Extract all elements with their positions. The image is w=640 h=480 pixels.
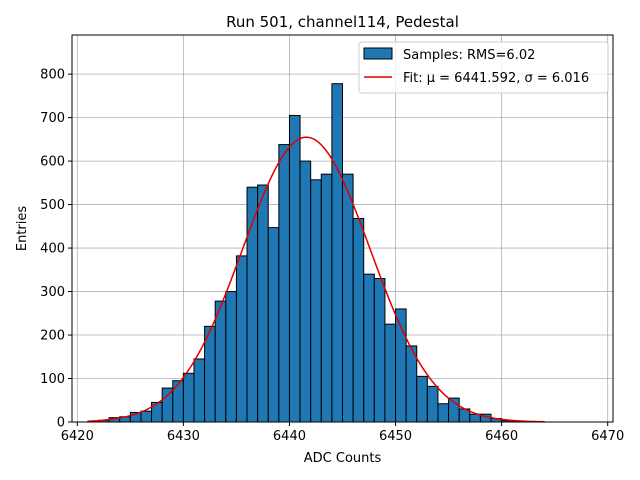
histogram-bar (161, 387, 174, 423)
y-tick-label: 300 (40, 285, 65, 300)
legend-box (358, 41, 609, 94)
legend-entry-fit: Fit: μ = 6441.592, σ = 6.016 (403, 71, 589, 86)
x-tick-label: 6470 (591, 429, 624, 444)
histogram-bar (310, 179, 322, 423)
x-axis-ticks: 6420 6430 6440 6450 6460 6470 (61, 422, 624, 444)
histogram-bar (214, 300, 227, 423)
x-tick-label: 6460 (485, 429, 518, 444)
legend-entry-histogram: Samples: RMS=6.02 (403, 48, 535, 63)
y-axis-label: Entries (15, 206, 30, 252)
y-tick-label: 600 (40, 155, 65, 170)
histogram-bar (299, 160, 312, 423)
histogram-bar (426, 385, 439, 423)
x-tick-label: 6450 (379, 429, 412, 444)
histogram-bar (193, 358, 206, 423)
plot-frame (71, 34, 614, 423)
histogram-bar (352, 217, 365, 423)
x-axis-label: ADC Counts (304, 451, 382, 466)
histogram-bar (257, 184, 269, 423)
histogram-bar (182, 372, 195, 423)
fit-curve (87, 136, 545, 423)
histogram-bar (331, 83, 343, 423)
histogram-bar (405, 345, 418, 423)
histogram-bar (172, 380, 184, 423)
y-tick-label: 100 (40, 372, 65, 387)
y-tick-label: 0 (57, 416, 65, 431)
histogram-bar (342, 173, 354, 423)
legend-histogram-swatch (363, 47, 393, 60)
y-tick-label: 500 (40, 198, 65, 213)
y-tick-label: 700 (40, 111, 65, 126)
histogram-bar (267, 227, 280, 423)
y-axis-ticks: 0 100 200 300 400 500 600 700 800 (40, 68, 72, 431)
x-tick-label: 6420 (61, 429, 94, 444)
histogram-bar (320, 173, 333, 423)
histogram-bar (235, 255, 248, 423)
y-tick-label: 200 (40, 329, 65, 344)
histogram-bar (204, 325, 216, 423)
chart-title: Run 501, channel114, Pedestal (226, 13, 459, 31)
histogram-bar (437, 403, 450, 423)
histogram-bar (288, 114, 301, 423)
histogram-bar (278, 144, 290, 423)
histogram-bar (363, 273, 375, 423)
y-tick-label: 800 (40, 68, 65, 83)
histogram-bar (140, 410, 153, 423)
histogram-bar (384, 323, 397, 423)
histogram-bar (225, 291, 237, 423)
x-tick-label: 6430 (167, 429, 200, 444)
legend: Samples: RMS=6.02 Fit: μ = 6441.592, σ =… (358, 41, 609, 94)
histogram-bar (373, 278, 386, 423)
histogram-bars (87, 83, 545, 423)
y-tick-label: 400 (40, 242, 65, 257)
x-tick-label: 6440 (273, 429, 306, 444)
histogram-bar (416, 375, 428, 423)
